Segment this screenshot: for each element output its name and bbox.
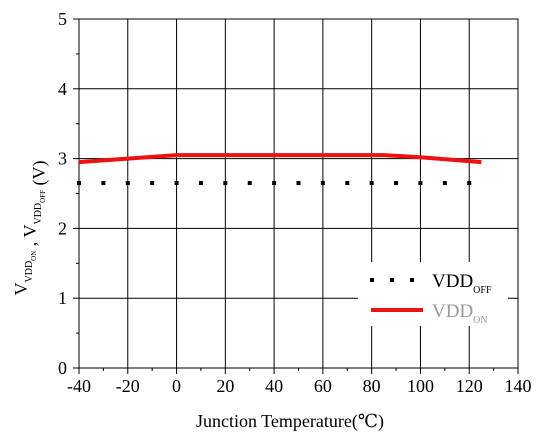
vdd-off-point [467,181,472,186]
vdd-off-point [272,181,277,186]
x-tick-label: 100 [407,376,434,396]
vdd-off-point [369,181,374,186]
legend-label: VDDON [432,301,488,326]
legend: VDDOFF VDDON [358,262,508,326]
vdd-off-point [442,181,447,186]
y-axis-title: VVDDON , VVDDOFF (V) [11,161,50,296]
x-tick-label: -40 [67,376,91,396]
vdd-off-point [150,181,155,186]
x-tick-label: 0 [172,376,181,396]
vdd-off-point [77,181,81,186]
vdd-off-point [198,181,203,186]
vdd-off-point [247,181,252,186]
y-tick-label: 3 [58,149,67,169]
vdd-off-point [174,181,179,186]
x-tick-label: 60 [314,376,332,396]
series-layer [77,153,482,186]
vdd-off-point [418,181,423,186]
vdd-off-point [296,181,301,186]
x-axis-title: Junction Temperature(℃) [196,411,384,432]
vdd-off-point [125,181,130,186]
x-tick-label: 20 [216,376,234,396]
y-tick-labels: 0 1 2 3 4 5 [58,9,67,378]
plot-frame [78,18,519,369]
vdd-off-point [320,181,325,186]
legend-box [358,262,508,326]
legend-swatch-vdd-off [410,278,414,282]
legend-swatch-vdd-off [390,278,394,282]
svg-text:VVDDON , VVDDOFF (V): VVDDON , VVDDOFF (V) [11,161,50,296]
vdd-off-point [101,181,106,186]
y-tick-label: 0 [58,358,67,378]
vdd-off-point [345,181,350,186]
x-tick-label: 120 [456,376,483,396]
x-tick-labels: -40 -20 0 20 40 60 80 100 120 140 [67,376,532,396]
legend-swatch-vdd-off [370,278,374,282]
vdd-off-point [223,181,228,186]
y-tick-label: 4 [58,79,67,99]
legend-label: VDDOFF [432,271,492,296]
y-tick-label: 5 [58,9,67,29]
y-tick-label: 1 [58,288,67,308]
x-tick-label: 80 [363,376,381,396]
x-tick-label: -20 [116,376,140,396]
x-tick-label: 40 [265,376,283,396]
y-tick-label: 2 [58,218,67,238]
vdd-on-line [78,153,482,165]
x-tick-label: 140 [505,376,532,396]
vdd-off-point [394,181,399,186]
